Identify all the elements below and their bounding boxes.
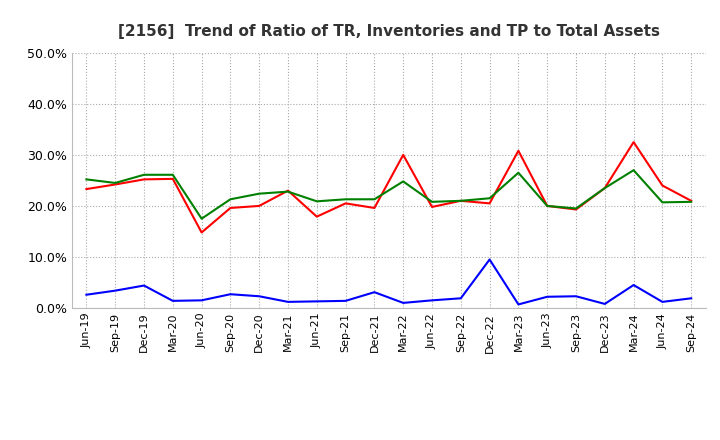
Trade Payables [284, 189, 292, 194]
Inventories [629, 282, 638, 288]
Trade Receivables [197, 230, 206, 235]
Trade Receivables [140, 177, 148, 182]
Trade Payables [428, 199, 436, 205]
Trade Receivables [370, 205, 379, 211]
Line: Trade Receivables: Trade Receivables [86, 142, 691, 232]
Trade Payables [341, 197, 350, 202]
Trade Receivables [312, 214, 321, 219]
Trade Receivables [658, 183, 667, 188]
Trade Receivables [399, 152, 408, 158]
Inventories [687, 296, 696, 301]
Inventories [428, 298, 436, 303]
Trade Payables [255, 191, 264, 196]
Trade Payables [543, 203, 552, 209]
Trade Payables [111, 180, 120, 186]
Trade Receivables [456, 198, 465, 203]
Inventories [197, 298, 206, 303]
Trade Receivables [168, 176, 177, 182]
Trade Receivables [572, 207, 580, 212]
Inventories [255, 293, 264, 299]
Trade Receivables [111, 182, 120, 187]
Trade Payables [226, 197, 235, 202]
Trade Receivables [629, 139, 638, 145]
Inventories [485, 257, 494, 262]
Trade Payables [658, 200, 667, 205]
Inventories [370, 290, 379, 295]
Inventories [456, 296, 465, 301]
Trade Receivables [284, 188, 292, 193]
Inventories [658, 299, 667, 304]
Inventories [600, 301, 609, 307]
Inventories [312, 299, 321, 304]
Text: [2156]  Trend of Ratio of TR, Inventories and TP to Total Assets: [2156] Trend of Ratio of TR, Inventories… [118, 24, 660, 39]
Trade Payables [370, 197, 379, 202]
Trade Payables [168, 172, 177, 177]
Trade Payables [82, 177, 91, 182]
Trade Receivables [428, 204, 436, 209]
Line: Trade Payables: Trade Payables [86, 170, 691, 219]
Trade Payables [572, 206, 580, 211]
Trade Payables [600, 185, 609, 191]
Inventories [111, 288, 120, 293]
Trade Payables [456, 198, 465, 203]
Line: Inventories: Inventories [86, 260, 691, 304]
Inventories [226, 292, 235, 297]
Trade Payables [687, 199, 696, 205]
Trade Receivables [485, 201, 494, 206]
Inventories [514, 302, 523, 307]
Inventories [543, 294, 552, 299]
Trade Payables [399, 179, 408, 184]
Trade Payables [629, 168, 638, 173]
Trade Receivables [543, 203, 552, 209]
Trade Payables [140, 172, 148, 177]
Trade Receivables [255, 203, 264, 209]
Trade Payables [197, 216, 206, 221]
Trade Receivables [82, 187, 91, 192]
Inventories [284, 299, 292, 304]
Trade Payables [485, 196, 494, 201]
Trade Receivables [341, 201, 350, 206]
Inventories [572, 293, 580, 299]
Inventories [140, 283, 148, 288]
Trade Receivables [226, 205, 235, 211]
Inventories [82, 292, 91, 297]
Trade Receivables [514, 148, 523, 154]
Inventories [399, 300, 408, 305]
Inventories [168, 298, 177, 304]
Trade Receivables [600, 185, 609, 191]
Trade Receivables [687, 198, 696, 203]
Trade Payables [514, 170, 523, 176]
Trade Payables [312, 199, 321, 204]
Inventories [341, 298, 350, 304]
